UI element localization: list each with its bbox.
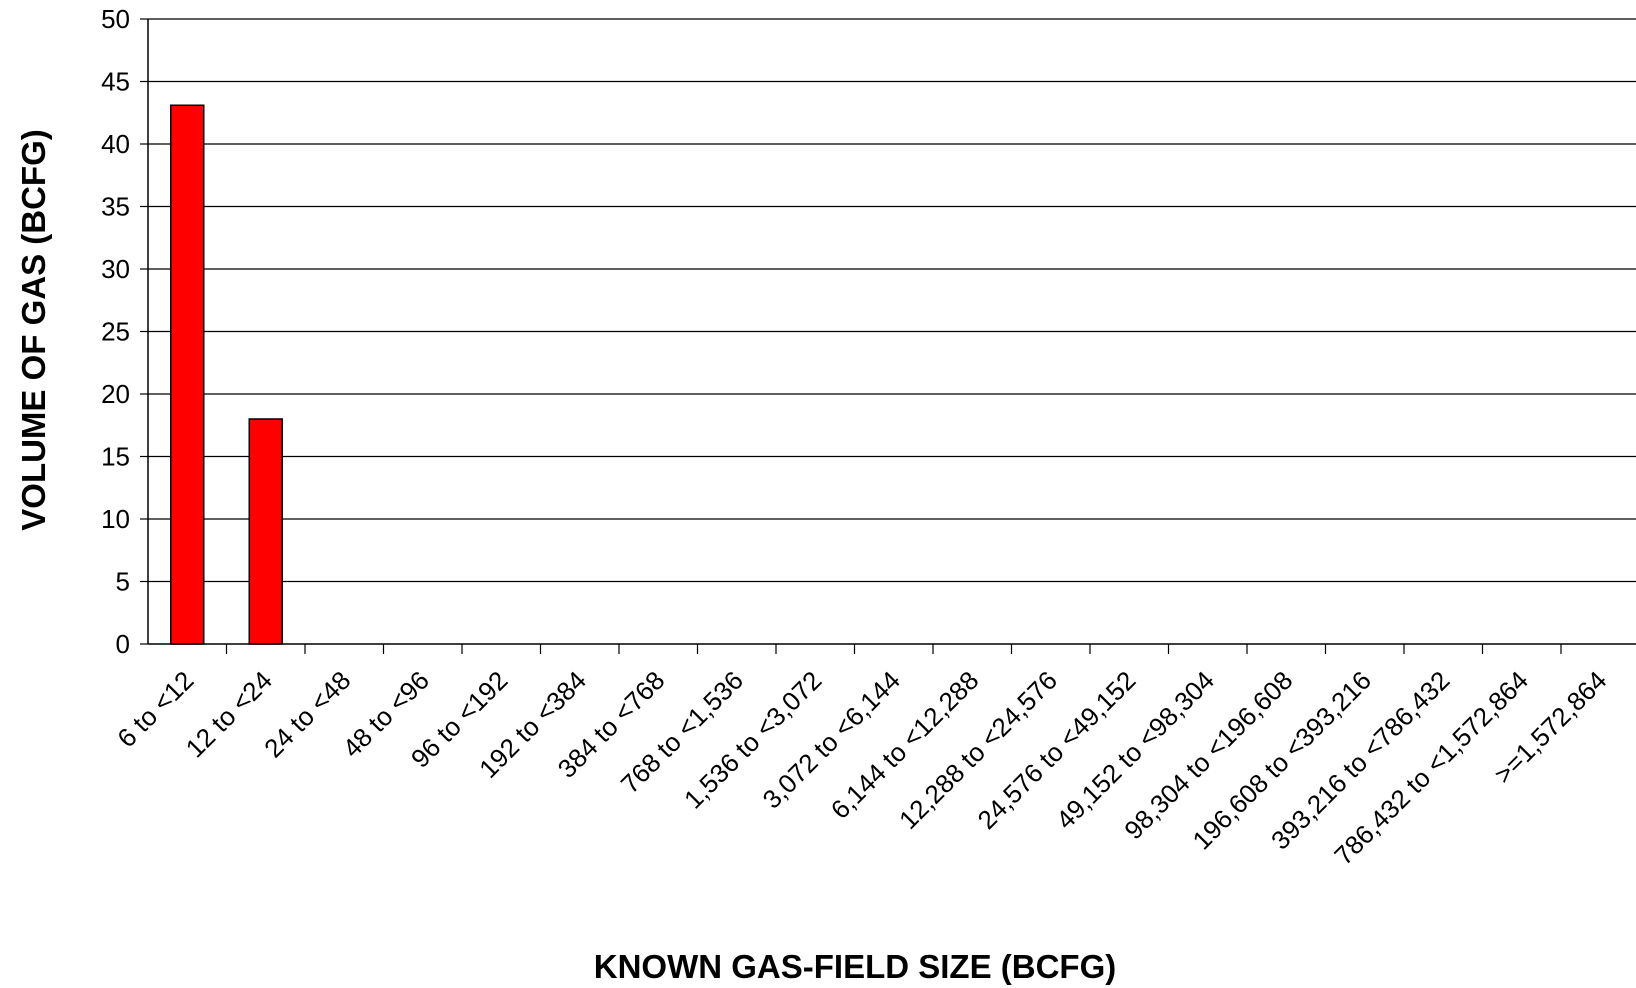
- bar: [248, 418, 283, 645]
- y-tick-label: 45: [101, 67, 130, 97]
- bars: [170, 104, 283, 645]
- bar: [170, 104, 205, 645]
- y-tick-label: 20: [101, 379, 130, 409]
- gridlines: [148, 18, 1636, 583]
- y-axis-title: VOLUME OF GAS (BCFG): [15, 129, 52, 530]
- y-tick-label: 5: [116, 567, 130, 597]
- y-tick-label: 30: [101, 254, 130, 284]
- x-tick-label: 3,072 to <6,144: [756, 665, 906, 815]
- y-tick-label: 0: [116, 629, 130, 659]
- axes: [140, 18, 1636, 654]
- y-tick-label: 15: [101, 442, 130, 472]
- y-tick-label: 10: [101, 504, 130, 534]
- y-tick-labels: 0 5 10 15 20 25 30 35 40 45 50: [101, 4, 130, 659]
- y-tick-label: 35: [101, 192, 130, 222]
- y-tick-label: 40: [101, 129, 130, 159]
- x-axis-title: KNOWN GAS-FIELD SIZE (BCFG): [594, 948, 1116, 985]
- x-tick-label: 1,536 to <3,072: [678, 665, 828, 815]
- y-tick-label: 50: [101, 4, 130, 34]
- y-tick-label: 25: [101, 317, 130, 347]
